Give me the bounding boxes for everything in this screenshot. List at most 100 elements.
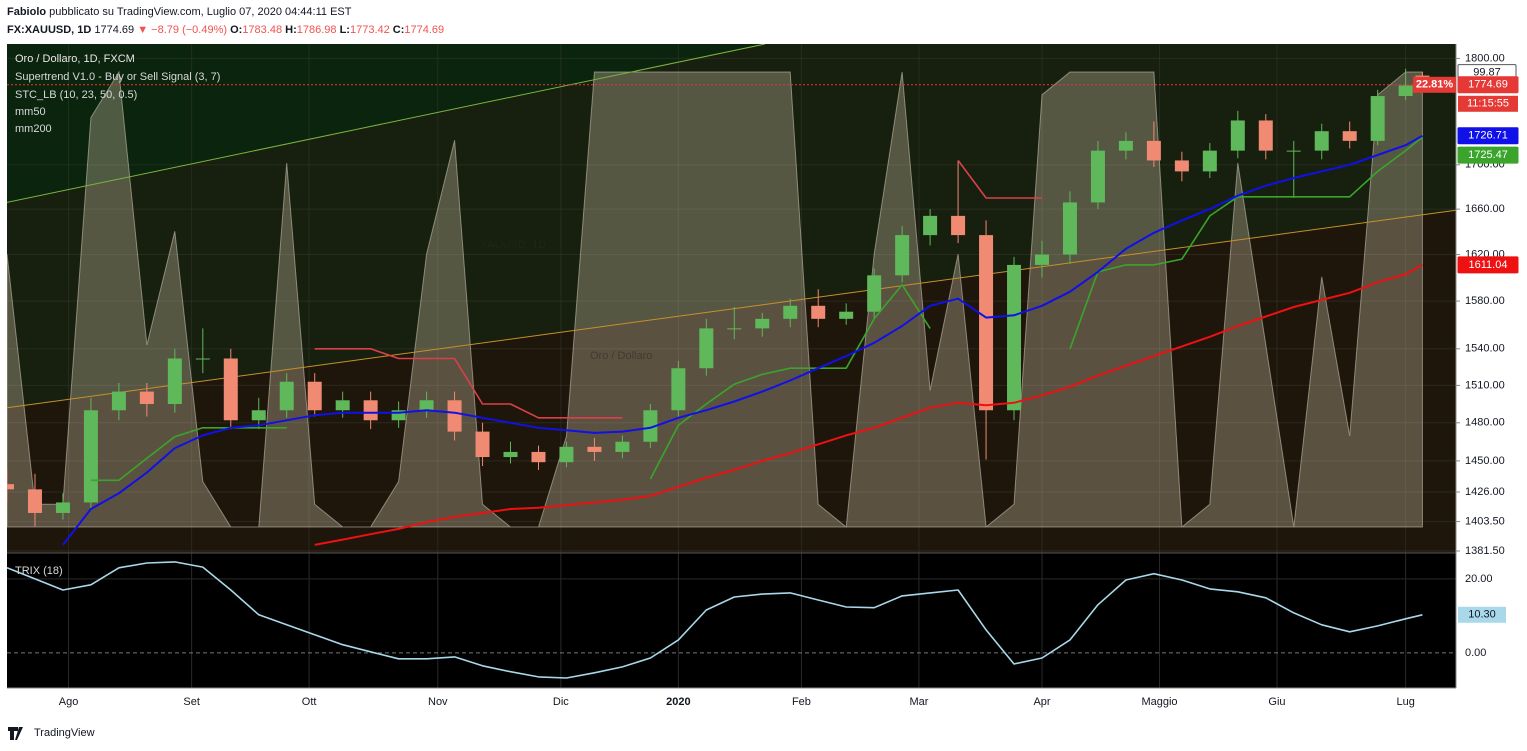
candle-body [1314,131,1329,151]
candle-body [671,368,686,411]
stc-tag-label: 99.87 [1473,66,1501,78]
x-tick-label: Ott [302,696,317,708]
moving-average [62,134,1423,546]
ohlc-label: C: [393,24,405,36]
author: Fabiolo [7,6,46,18]
supertrend-down [314,348,623,419]
mm50-tag [1457,127,1519,145]
percent-tag-label: 22.81% [1416,79,1454,91]
ohlc-value: 1786.98 [297,24,337,36]
ohlc-value: 1773.42 [350,24,390,36]
candle-body [475,431,490,458]
x-tick-label: Giu [1268,696,1285,708]
time-axis [0,688,1456,715]
candle-body [1035,254,1049,265]
candle-body [699,328,714,369]
candle-body [979,235,994,411]
candle-body [643,410,658,442]
x-tick-label: Feb [792,696,811,708]
y-tick-label: 0.00 [1465,647,1486,659]
moving-average [314,264,1423,546]
candle-body [895,235,910,276]
candle-body [1286,150,1301,152]
y-tick-label: 1540.00 [1465,343,1505,355]
main-pane [7,44,1456,553]
brand-logo [8,727,23,740]
ohlc-label: O: [230,24,242,36]
last-price-tag-label: 1774.69 [1468,79,1508,91]
y-tick-label: 1426.00 [1465,486,1505,498]
candle-body [951,215,966,236]
candle-body [1062,202,1077,255]
candle-body [559,446,574,463]
trendline [7,209,1456,409]
candle-body [27,489,42,513]
trix-tag-label: 10.30 [1468,609,1496,621]
header-line: Fabiolo pubblicato su TradingView.com, L… [7,6,352,18]
change: ▼ −8.79 (−0.49%) [137,24,227,36]
legend-entry: STC_LB (10, 23, 50, 0.5) [15,89,137,101]
candle-body [223,358,238,421]
trendline [7,44,766,203]
supertrend-up [649,283,931,480]
candle-body [1398,85,1413,97]
candle-body [1146,140,1161,161]
candle-body [1202,150,1217,172]
candle-body [587,446,602,452]
zone-lower [7,210,1456,553]
x-tick-label: Set [183,696,200,708]
candle-body [55,502,70,513]
axes: 1800.001700.001660.001620.001580.001540.… [59,52,1519,708]
y-tick-label: 20.00 [1465,573,1493,585]
legend-title: Oro / Dollaro, 1D, FXCM [15,53,135,65]
stc-area [7,70,1423,529]
x-tick-label: Maggio [1141,696,1177,708]
candle-body [923,215,938,236]
candle-body [755,318,770,329]
legend-entry: Supertrend V1.0 - Buy or Sell Signal (3,… [15,71,220,83]
candle-body [447,400,462,432]
candle-body [391,410,406,421]
candle-body [1342,131,1357,141]
ohlc-value: 1783.48 [242,24,282,36]
candle-body [503,451,518,458]
supertrend-tag-label: 1725.47 [1468,149,1508,161]
supertrend-up [1069,136,1423,350]
candle-body [1090,150,1105,203]
legend-entry: mm50 [15,106,46,118]
candle-body [167,358,182,405]
last-price: 1774.69 [94,24,134,36]
y-tick-label: 1381.50 [1465,545,1505,557]
candle-body [251,410,266,421]
indicator-name: TRIX (18) [15,565,63,577]
y-tick-label: 1480.00 [1465,417,1505,429]
ohlc-label: H: [285,24,297,36]
percent-tag [1413,76,1456,93]
candle-body [811,305,826,319]
candle-body [1118,140,1133,151]
symbol-line: FX:XAUUSD, 1D 1774.69 ▼ −8.79 (−0.49%) O… [7,24,444,36]
countdown-tag-label: 11:15:55 [1467,98,1509,110]
candle-body [83,410,98,503]
candle-body [839,311,854,319]
indicator-pane [7,553,1456,688]
candle-body [783,305,798,319]
candle-body [727,328,742,330]
x-tick-label: Lug [1396,696,1414,708]
mm200-tag-label: 1611.04 [1469,259,1508,271]
mm200-tag [1457,256,1519,274]
candle-body [7,484,14,490]
y-tick-label: 1580.00 [1465,295,1505,307]
y-tick-label: 1660.00 [1465,203,1505,215]
x-tick-label: Apr [1033,696,1050,708]
candle-body [363,400,378,421]
candle-body [419,400,434,411]
watermark: XAUUSD, 1D [480,239,546,251]
candle-body [1370,96,1385,141]
x-tick-label: 2020 [666,696,690,708]
trix-line [7,561,1423,679]
supertrend-down [957,159,1042,199]
mm50-tag-label: 1726.71 [1468,130,1508,142]
ohlc-value: 1774.69 [404,24,444,36]
